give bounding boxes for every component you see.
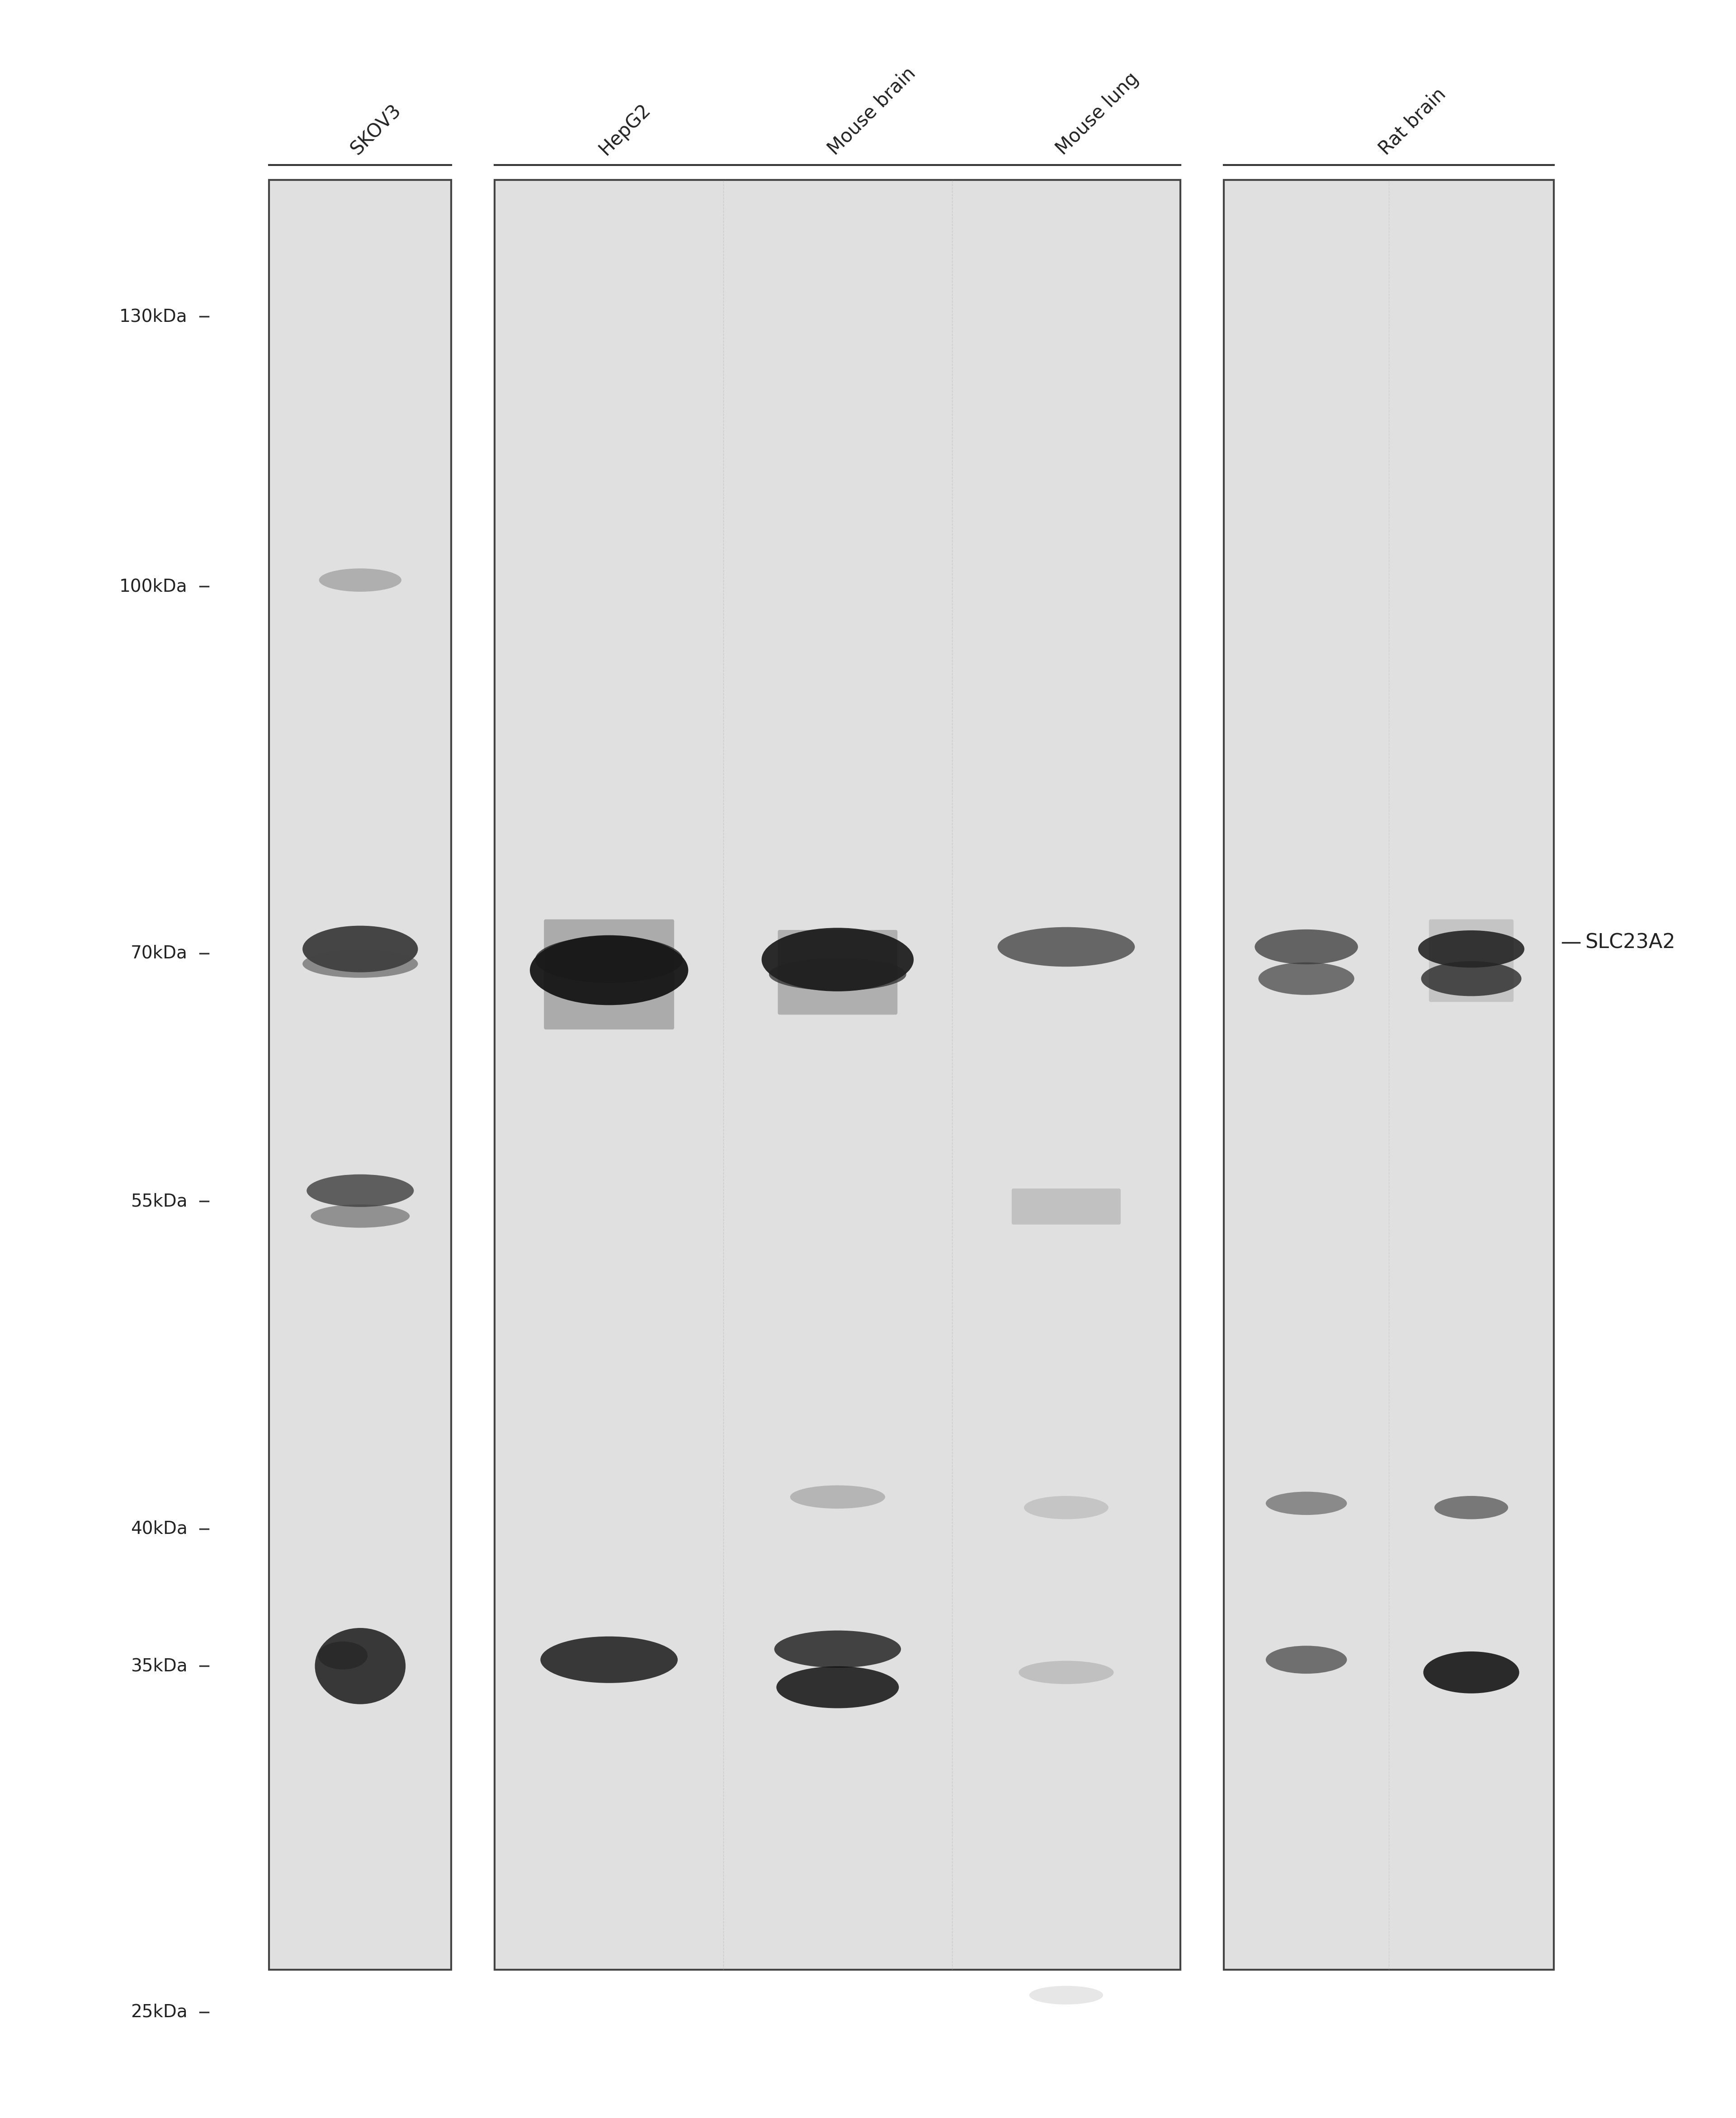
Ellipse shape <box>1024 1495 1109 1519</box>
Text: 25kDa: 25kDa <box>130 2004 187 2021</box>
Ellipse shape <box>1029 1987 1102 2004</box>
Text: Rat brain: Rat brain <box>1375 85 1450 159</box>
Ellipse shape <box>762 928 913 991</box>
Ellipse shape <box>998 928 1135 966</box>
Bar <box>269 180 451 1970</box>
Ellipse shape <box>1259 962 1354 995</box>
Ellipse shape <box>302 949 418 979</box>
FancyBboxPatch shape <box>543 919 674 1029</box>
Ellipse shape <box>1255 930 1358 964</box>
FancyBboxPatch shape <box>1429 919 1514 1002</box>
Ellipse shape <box>1424 1652 1519 1694</box>
Ellipse shape <box>318 1641 368 1669</box>
Ellipse shape <box>540 1637 677 1684</box>
Ellipse shape <box>774 1631 901 1667</box>
Ellipse shape <box>314 1629 406 1705</box>
Ellipse shape <box>1266 1646 1347 1673</box>
Ellipse shape <box>535 936 682 983</box>
Ellipse shape <box>529 936 687 1006</box>
Ellipse shape <box>1019 1661 1115 1684</box>
Ellipse shape <box>1434 1495 1509 1519</box>
Ellipse shape <box>1418 930 1524 968</box>
Text: 35kDa: 35kDa <box>130 1658 187 1675</box>
Ellipse shape <box>311 1205 410 1228</box>
Ellipse shape <box>319 568 401 591</box>
FancyBboxPatch shape <box>1012 1188 1121 1224</box>
Ellipse shape <box>302 926 418 972</box>
Text: Mouse lung: Mouse lung <box>1052 70 1142 159</box>
Text: HepG2: HepG2 <box>595 100 654 159</box>
Text: 130kDa: 130kDa <box>120 307 187 326</box>
Ellipse shape <box>1422 962 1521 995</box>
Ellipse shape <box>769 957 906 991</box>
Ellipse shape <box>790 1485 885 1508</box>
Text: 100kDa: 100kDa <box>120 578 187 595</box>
Text: SLC23A2: SLC23A2 <box>1585 932 1675 953</box>
Bar <box>495 180 1180 1970</box>
Ellipse shape <box>1266 1491 1347 1514</box>
Ellipse shape <box>307 1173 413 1207</box>
Text: 70kDa: 70kDa <box>130 945 187 962</box>
Text: 55kDa: 55kDa <box>130 1192 187 1209</box>
Ellipse shape <box>776 1667 899 1709</box>
Bar <box>1224 180 1554 1970</box>
Text: SKOV3: SKOV3 <box>347 102 404 159</box>
Text: Mouse brain: Mouse brain <box>825 64 920 159</box>
FancyBboxPatch shape <box>778 930 898 1015</box>
Text: 40kDa: 40kDa <box>130 1521 187 1538</box>
